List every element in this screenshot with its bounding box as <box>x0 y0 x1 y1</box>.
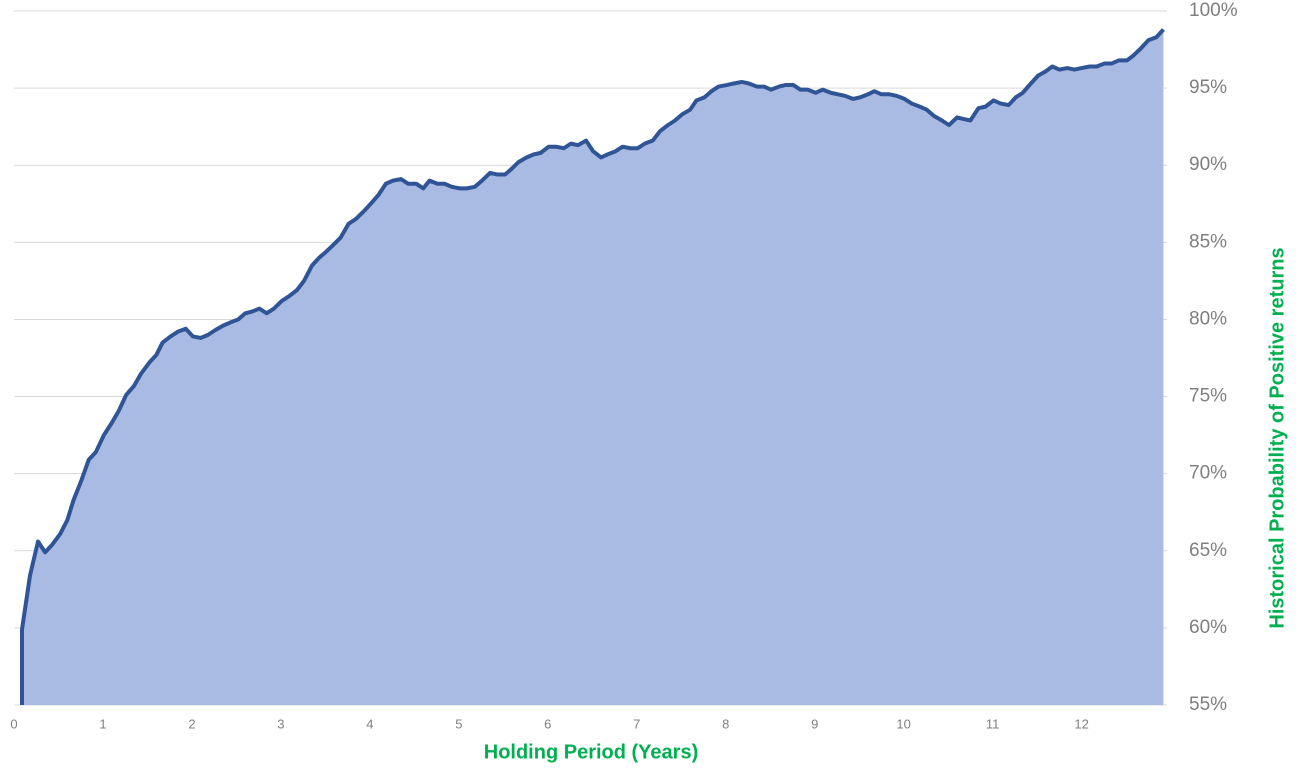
x-tick-label: 4 <box>366 716 373 731</box>
x-tick-label: 11 <box>986 716 1000 731</box>
y-tick-label: 95% <box>1189 77 1227 98</box>
area <box>22 29 1164 705</box>
y-tick-label: 60% <box>1189 617 1227 638</box>
y-axis-title: Historical Probability of Positive retur… <box>1266 247 1288 628</box>
x-tick-label: 10 <box>896 716 910 731</box>
x-tick-label: 2 <box>188 716 195 731</box>
x-tick-label: 9 <box>811 716 818 731</box>
y-tick-label: 65% <box>1189 540 1227 561</box>
x-tick-label: 0 <box>10 716 17 731</box>
y-tick-label: 90% <box>1189 154 1227 175</box>
x-axis-title: Holding Period (Years) <box>484 741 698 763</box>
x-tick-label: 7 <box>633 716 640 731</box>
line <box>20 28 1165 705</box>
y-tick-label: 80% <box>1189 308 1227 329</box>
y-tick-label: 55% <box>1189 694 1227 715</box>
y-tick-label: 75% <box>1189 386 1227 407</box>
x-tick-label: 3 <box>277 716 284 731</box>
y-tick-label: 100% <box>1189 0 1238 21</box>
x-tick-label: 8 <box>722 716 729 731</box>
y-tick-label: 70% <box>1189 463 1227 484</box>
x-tick-label: 1 <box>99 716 106 731</box>
x-tick-label: 5 <box>455 716 462 731</box>
y-tick-label: 85% <box>1189 231 1227 252</box>
x-tick-label: 6 <box>544 716 551 731</box>
x-tick-label: 12 <box>1074 716 1088 731</box>
